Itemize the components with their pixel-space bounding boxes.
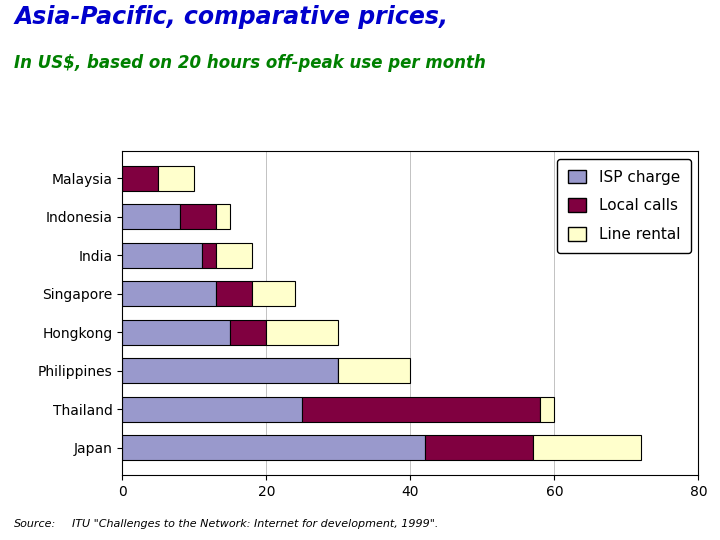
Bar xyxy=(122,320,230,345)
Bar xyxy=(202,243,216,268)
Bar xyxy=(533,435,641,461)
Bar xyxy=(122,359,338,383)
Text: Source:: Source: xyxy=(14,519,57,529)
Bar xyxy=(122,243,202,268)
Bar xyxy=(302,397,540,422)
Bar xyxy=(216,243,252,268)
Bar xyxy=(122,166,158,191)
Text: Asia-Pacific, comparative prices,: Asia-Pacific, comparative prices, xyxy=(14,5,449,29)
Bar xyxy=(338,359,410,383)
Bar xyxy=(216,281,252,307)
Bar xyxy=(216,205,230,230)
Bar xyxy=(230,320,266,345)
Bar xyxy=(425,435,533,461)
Bar xyxy=(180,205,216,230)
Bar xyxy=(122,435,425,461)
Legend: ISP charge, Local calls, Line rental: ISP charge, Local calls, Line rental xyxy=(557,159,690,253)
Text: ITU "Challenges to the Network: Internet for development, 1999".: ITU "Challenges to the Network: Internet… xyxy=(72,519,438,529)
Bar xyxy=(540,397,554,422)
Bar xyxy=(122,397,302,422)
Bar xyxy=(122,205,180,230)
Text: In US$, based on 20 hours off-peak use per month: In US$, based on 20 hours off-peak use p… xyxy=(14,54,486,72)
Bar xyxy=(266,320,338,345)
Bar xyxy=(122,281,216,307)
Bar xyxy=(158,166,194,191)
Bar xyxy=(252,281,295,307)
